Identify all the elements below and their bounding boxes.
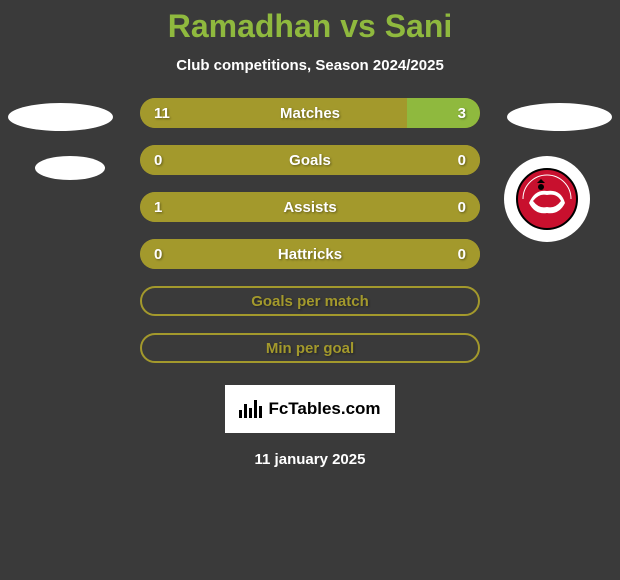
page-subtitle: Club competitions, Season 2024/2025 [176, 57, 444, 74]
bar-right-value: 0 [458, 199, 466, 216]
bar-left-value: 1 [154, 199, 162, 216]
bar-label: Goals per match [251, 293, 369, 310]
logo-text: FcTables.com [268, 399, 380, 419]
bar-right-fill [407, 98, 480, 128]
player-right-ellipse-1 [507, 103, 612, 131]
bar-label: Matches [280, 105, 340, 122]
stat-bar: 0 0 Hattricks [140, 239, 480, 269]
player-left-ellipse-1 [8, 103, 113, 131]
club-badge-icon [515, 167, 579, 231]
date-label: 11 january 2025 [255, 451, 366, 468]
bar-label: Hattricks [278, 246, 342, 263]
player-left-ellipse-2 [35, 156, 105, 180]
stat-bar: 1 0 Assists [140, 192, 480, 222]
stat-bar: Min per goal [140, 333, 480, 363]
bar-left-value: 11 [154, 105, 170, 122]
stat-bars: 11 3 Matches 0 0 Goals 1 0 Assists 0 0 Hattricks Goa… [140, 98, 480, 363]
bar-label: Assists [283, 199, 336, 216]
fctables-logo: FcTables.com [225, 385, 395, 433]
bar-left-value: 0 [154, 152, 162, 169]
bar-label: Goals [289, 152, 331, 169]
bar-label: Min per goal [266, 340, 354, 357]
comparison-chart: 11 3 Matches 0 0 Goals 1 0 Assists 0 0 Hattricks Goa… [0, 98, 620, 363]
bar-left-fill [140, 98, 407, 128]
page-title: Ramadhan vs Sani [168, 8, 453, 45]
stat-bar: 0 0 Goals [140, 145, 480, 175]
bar-left-value: 0 [154, 246, 162, 263]
bar-right-value: 0 [458, 152, 466, 169]
chart-icon [239, 400, 262, 418]
bar-right-value: 3 [458, 105, 466, 122]
stat-bar: Goals per match [140, 286, 480, 316]
stat-bar: 11 3 Matches [140, 98, 480, 128]
player-right-badge [504, 156, 590, 242]
bar-right-value: 0 [458, 246, 466, 263]
